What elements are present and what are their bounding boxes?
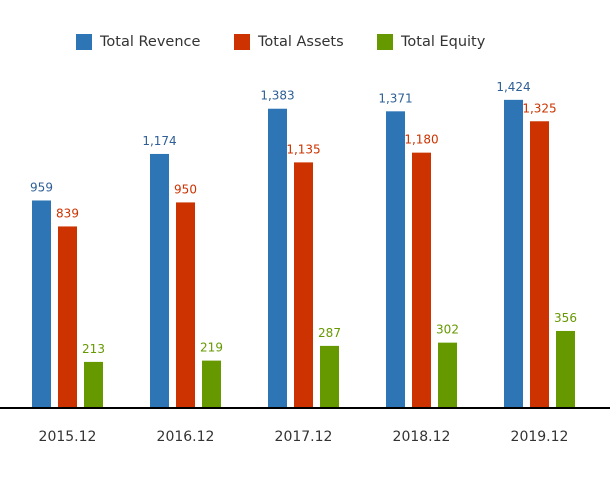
bar-total-equity-2016-12 xyxy=(202,360,221,408)
x-tick-label-2018-12: 2018.12 xyxy=(393,429,451,445)
bar-total-revence-2019-12 xyxy=(504,99,523,408)
legend-swatch-total-equity xyxy=(377,34,393,50)
data-label-total-equity-2019-12: 356 xyxy=(554,311,577,325)
data-label-total-revence-2016-12: 1,174 xyxy=(142,134,176,148)
legend-label-total-assets: Total Assets xyxy=(258,34,344,50)
x-tick-label-2015-12: 2015.12 xyxy=(39,429,97,445)
bar-total-assets-2017-12 xyxy=(294,162,313,408)
bar-total-revence-2018-12 xyxy=(386,111,405,408)
bar-total-revence-2015-12 xyxy=(32,200,51,408)
chart-legend: Total Revence Total Assets Total Equity xyxy=(0,34,610,54)
bar-total-assets-2016-12 xyxy=(176,202,195,408)
data-label-total-revence-2019-12: 1,424 xyxy=(496,80,530,94)
legend-item-total-revence: Total Revence xyxy=(76,34,200,50)
data-label-total-revence-2018-12: 1,371 xyxy=(378,91,412,105)
data-label-total-assets-2015-12: 839 xyxy=(56,206,79,220)
bar-total-assets-2018-12 xyxy=(412,152,431,408)
bar-total-assets-2015-12 xyxy=(58,226,77,408)
bar-total-revence-2016-12 xyxy=(150,153,169,408)
legend-label-total-revence: Total Revence xyxy=(100,34,201,50)
data-label-total-assets-2017-12: 1,135 xyxy=(286,142,320,156)
x-tick-label-2017-12: 2017.12 xyxy=(275,429,333,445)
data-label-total-assets-2016-12: 950 xyxy=(174,182,197,196)
bar-total-equity-2017-12 xyxy=(320,345,339,408)
bar-total-equity-2018-12 xyxy=(438,342,457,408)
x-tick-label-2019-12: 2019.12 xyxy=(511,429,569,445)
data-label-total-assets-2019-12: 1,325 xyxy=(522,101,556,115)
data-label-total-revence-2015-12: 959 xyxy=(30,180,53,194)
legend-item-total-assets: Total Assets xyxy=(234,34,344,50)
bar-total-equity-2015-12 xyxy=(84,361,103,408)
legend-swatch-total-assets xyxy=(234,34,250,50)
legend-item-total-equity: Total Equity xyxy=(377,34,485,50)
bar-total-assets-2019-12 xyxy=(530,121,549,409)
data-label-total-equity-2017-12: 287 xyxy=(318,326,341,340)
data-label-total-equity-2018-12: 302 xyxy=(436,323,459,337)
data-label-total-equity-2015-12: 213 xyxy=(82,342,105,356)
data-label-total-revence-2017-12: 1,383 xyxy=(260,89,294,103)
data-label-total-equity-2016-12: 219 xyxy=(200,341,223,355)
legend-label-total-equity: Total Equity xyxy=(401,34,486,50)
x-tick-label-2016-12: 2016.12 xyxy=(157,429,215,445)
legend-swatch-total-revence xyxy=(76,34,92,50)
bar-total-equity-2019-12 xyxy=(556,330,575,408)
data-label-total-assets-2018-12: 1,180 xyxy=(404,133,438,147)
bar-total-revence-2017-12 xyxy=(268,108,287,408)
